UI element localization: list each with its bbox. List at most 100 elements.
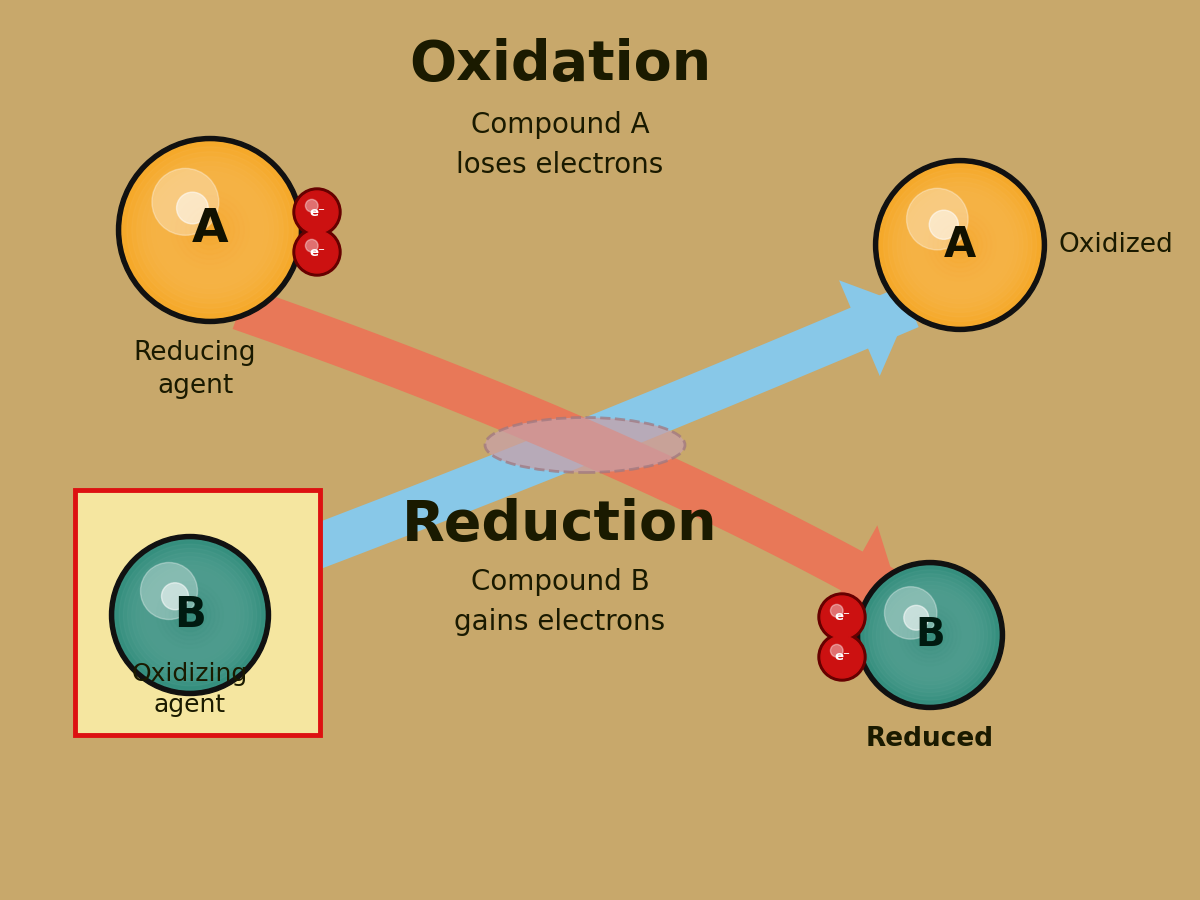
- Circle shape: [122, 142, 298, 318]
- Circle shape: [862, 566, 1000, 704]
- Circle shape: [205, 225, 215, 235]
- Circle shape: [830, 605, 844, 617]
- Circle shape: [874, 158, 1046, 331]
- Circle shape: [919, 204, 1001, 285]
- Circle shape: [140, 565, 240, 665]
- Circle shape: [116, 137, 304, 323]
- Circle shape: [911, 195, 1009, 294]
- Circle shape: [132, 557, 248, 673]
- Circle shape: [862, 566, 1000, 704]
- Circle shape: [911, 616, 949, 654]
- Circle shape: [166, 186, 254, 274]
- Text: e⁻: e⁻: [310, 246, 325, 258]
- Circle shape: [916, 200, 1004, 290]
- Circle shape: [161, 586, 220, 644]
- Circle shape: [176, 193, 209, 224]
- Circle shape: [175, 196, 245, 265]
- Circle shape: [122, 142, 298, 318]
- Circle shape: [293, 188, 341, 236]
- Circle shape: [929, 211, 959, 239]
- Circle shape: [880, 164, 1040, 326]
- Circle shape: [893, 177, 1027, 312]
- Circle shape: [906, 191, 1014, 299]
- Circle shape: [907, 612, 953, 658]
- Circle shape: [186, 205, 234, 255]
- Circle shape: [883, 168, 1037, 321]
- Text: gains electrons: gains electrons: [455, 608, 666, 636]
- Circle shape: [899, 604, 961, 666]
- Text: loses electrons: loses electrons: [456, 151, 664, 179]
- Text: A: A: [192, 208, 228, 253]
- Text: Reduced: Reduced: [866, 726, 994, 752]
- Circle shape: [181, 607, 198, 624]
- Circle shape: [136, 561, 244, 670]
- Circle shape: [166, 590, 215, 640]
- Text: Compound A: Compound A: [470, 111, 649, 139]
- Circle shape: [901, 186, 1019, 303]
- Circle shape: [196, 215, 224, 245]
- Circle shape: [149, 573, 232, 657]
- Circle shape: [830, 644, 844, 657]
- Circle shape: [880, 164, 1040, 326]
- Circle shape: [821, 636, 863, 678]
- Circle shape: [191, 211, 229, 249]
- Text: Reducing
agent: Reducing agent: [133, 340, 257, 399]
- Ellipse shape: [485, 418, 685, 472]
- Circle shape: [856, 561, 1004, 709]
- Circle shape: [156, 176, 264, 284]
- Circle shape: [923, 627, 937, 643]
- Circle shape: [142, 162, 278, 299]
- Circle shape: [151, 171, 269, 289]
- Circle shape: [904, 608, 956, 662]
- Circle shape: [306, 200, 318, 212]
- Circle shape: [872, 578, 988, 692]
- Text: Oxidation: Oxidation: [409, 38, 712, 92]
- Circle shape: [173, 598, 206, 632]
- Circle shape: [884, 587, 937, 639]
- Text: Reduction: Reduction: [402, 498, 718, 552]
- Circle shape: [884, 589, 976, 681]
- Circle shape: [955, 240, 965, 249]
- Circle shape: [876, 581, 984, 688]
- Circle shape: [293, 228, 341, 276]
- Polygon shape: [839, 280, 910, 376]
- Text: e⁻: e⁻: [834, 651, 850, 663]
- Circle shape: [127, 147, 293, 313]
- Circle shape: [157, 581, 223, 648]
- Text: Oxidized: Oxidized: [1058, 232, 1174, 258]
- Circle shape: [818, 633, 866, 681]
- Circle shape: [924, 209, 996, 281]
- Circle shape: [152, 578, 228, 652]
- Text: e⁻: e⁻: [310, 205, 325, 219]
- Text: Compound B: Compound B: [470, 568, 649, 596]
- Circle shape: [119, 544, 260, 686]
- Circle shape: [115, 540, 265, 690]
- Circle shape: [898, 182, 1022, 308]
- Circle shape: [109, 535, 270, 696]
- Circle shape: [178, 602, 203, 627]
- Circle shape: [127, 553, 252, 678]
- Text: e⁻: e⁻: [834, 610, 850, 624]
- Circle shape: [929, 213, 991, 276]
- Text: B: B: [916, 616, 944, 654]
- Circle shape: [137, 157, 283, 303]
- Circle shape: [124, 548, 257, 681]
- Circle shape: [821, 596, 863, 638]
- Circle shape: [140, 562, 198, 619]
- Circle shape: [926, 631, 934, 639]
- Circle shape: [888, 173, 1032, 317]
- Polygon shape: [827, 526, 900, 617]
- Circle shape: [934, 218, 986, 272]
- Circle shape: [169, 594, 211, 635]
- Circle shape: [895, 600, 965, 670]
- Circle shape: [904, 606, 929, 630]
- Text: A: A: [944, 224, 976, 266]
- Circle shape: [869, 573, 991, 697]
- Circle shape: [952, 236, 968, 254]
- Bar: [74, 490, 320, 735]
- Circle shape: [296, 191, 338, 233]
- Circle shape: [918, 624, 942, 646]
- Circle shape: [132, 152, 288, 308]
- Circle shape: [906, 188, 968, 250]
- Circle shape: [947, 231, 973, 258]
